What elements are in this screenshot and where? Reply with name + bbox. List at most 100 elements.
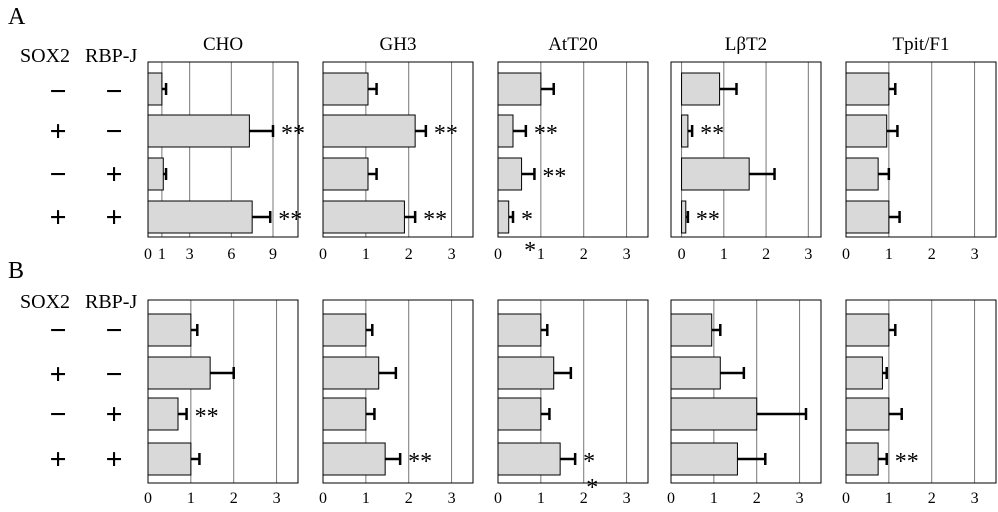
bar-a-2-1 bbox=[322, 72, 369, 106]
tick-label-a-2-1: 1 bbox=[362, 246, 370, 263]
panel-a-labels: A SOX2 RBP-J − − + − − + + + bbox=[8, 4, 137, 234]
panel-a-row4-sox2: + bbox=[49, 201, 66, 234]
panel-b-row2-sox2: + bbox=[49, 358, 66, 391]
bar-b-4-1 bbox=[670, 313, 713, 347]
bar-b-5-2 bbox=[845, 356, 883, 390]
bar-b-5-1 bbox=[845, 313, 890, 347]
tick-label-a-3-2: 2 bbox=[580, 246, 588, 263]
significance-a-3-4: * bbox=[521, 207, 533, 233]
significance-a-3-2: ** bbox=[534, 121, 558, 147]
tick-label-a-4-2: 2 bbox=[762, 246, 770, 263]
tick-label-b-3-0: 0 bbox=[494, 490, 502, 507]
bar-a-1-2 bbox=[147, 114, 250, 148]
plot-frame-a-1 bbox=[147, 61, 299, 238]
plot-frame-a-3 bbox=[497, 61, 649, 238]
panel-b-sox2-header: SOX2 bbox=[20, 291, 70, 313]
bar-a-2-4 bbox=[322, 200, 405, 234]
tick-label-a-3-0: 0 bbox=[494, 246, 502, 263]
bar-a-3-1 bbox=[497, 72, 542, 106]
bar-a-2-2 bbox=[322, 114, 416, 148]
panel-a-row3-sox2: − bbox=[49, 158, 66, 191]
tick-label-b-5-0: 0 bbox=[842, 490, 850, 507]
significance-b-5-4: ** bbox=[895, 449, 919, 475]
tick-label-b-5-1: 1 bbox=[885, 490, 893, 507]
panel-b-row4-sox2: + bbox=[49, 443, 66, 476]
bar-a-5-2 bbox=[845, 114, 888, 148]
tick-label-b-4-1: 1 bbox=[710, 490, 718, 507]
chart-a-1: ** ** 0 1 3 6 9 CHO bbox=[144, 34, 305, 263]
tick-label-b-4-2: 2 bbox=[753, 490, 761, 507]
bar-a-3-2 bbox=[497, 114, 514, 148]
chart-a-2: ** ** 0 1 2 3 GH3 bbox=[319, 34, 474, 263]
bar-b-5-3 bbox=[845, 397, 890, 431]
bar-a-1-4 bbox=[147, 200, 253, 234]
tick-label-a-4-3: 3 bbox=[804, 246, 812, 263]
bar-b-3-4 bbox=[497, 442, 561, 476]
tick-label-a-4-0: 0 bbox=[678, 246, 686, 263]
tick-label-a-1-4: 9 bbox=[269, 246, 277, 263]
panel-a-sox2-header: SOX2 bbox=[20, 45, 70, 67]
plot-frame-a-2 bbox=[322, 61, 474, 238]
significance-b-2-4: ** bbox=[408, 449, 432, 475]
tick-label-a-2-0: 0 bbox=[319, 246, 327, 263]
bar-a-4-3 bbox=[681, 157, 750, 191]
tick-label-b-1-0: 0 bbox=[144, 490, 152, 507]
tick-label-a-5-1: 1 bbox=[885, 246, 893, 263]
tick-label-a-3-3: 3 bbox=[623, 246, 631, 263]
chart-a-4: ** ** 0 1 2 3 LβT2 bbox=[670, 34, 822, 263]
plot-frame-a-5 bbox=[845, 61, 997, 238]
panel-a-rbpj-header: RBP-J bbox=[85, 45, 137, 67]
tick-label-a-5-3: 3 bbox=[971, 246, 979, 263]
significance-a-3-3: ** bbox=[542, 164, 566, 190]
tick-label-b-3-3: 3 bbox=[623, 490, 631, 507]
tick-label-a-3-1: 1 bbox=[537, 246, 545, 263]
bar-b-2-4 bbox=[322, 442, 386, 476]
panel-a-row3-rbpj: + bbox=[105, 158, 122, 191]
tick-label-a-2-2: 2 bbox=[405, 246, 413, 263]
tick-label-b-1-3: 3 bbox=[273, 490, 281, 507]
tick-label-b-5-3: 3 bbox=[971, 490, 979, 507]
bar-b-4-3 bbox=[670, 397, 758, 431]
tick-label-a-1-3: 6 bbox=[227, 246, 235, 263]
bar-b-1-4 bbox=[147, 442, 192, 476]
tick-label-a-5-0: 0 bbox=[842, 246, 850, 263]
bar-a-4-1 bbox=[681, 72, 721, 106]
panel-b-row1-sox2: − bbox=[49, 314, 66, 347]
panel-a-letter: A bbox=[8, 4, 26, 30]
plot-frame-b-4 bbox=[670, 299, 822, 484]
panel-a-row2-sox2: + bbox=[49, 115, 66, 148]
chart-a-3: *****0 1 2 3*AtT20 bbox=[494, 34, 649, 264]
tick-label-b-4-0: 0 bbox=[667, 490, 675, 507]
chart-title-a-3: AtT20 bbox=[548, 34, 598, 55]
bar-a-4-2 bbox=[681, 114, 689, 148]
panel-b-labels: B SOX2 RBP-J − − + − − + + + bbox=[8, 258, 137, 476]
bar-a-5-4 bbox=[845, 200, 890, 234]
panel-b-row4-rbpj: + bbox=[105, 443, 122, 476]
bar-b-4-4 bbox=[670, 442, 738, 476]
bar-b-2-3 bbox=[322, 397, 367, 431]
bar-b-1-1 bbox=[147, 313, 192, 347]
chart-b-2: ** 0 1 2 3 bbox=[319, 299, 474, 507]
bar-b-1-3 bbox=[147, 397, 179, 431]
bar-b-2-2 bbox=[322, 356, 380, 390]
chart-title-a-5: Tpit/F1 bbox=[892, 34, 949, 55]
significance-a-1-2: ** bbox=[281, 121, 305, 147]
panel-b-row3-rbpj: + bbox=[105, 398, 122, 431]
plot-frame-a-4 bbox=[670, 61, 822, 238]
bar-a-5-3 bbox=[845, 157, 879, 191]
bar-a-5-1 bbox=[845, 72, 890, 106]
chart-b-1: ** 0 1 2 3 bbox=[144, 299, 299, 507]
bar-a-2-3 bbox=[322, 157, 369, 191]
significance-b-3-4: * bbox=[583, 449, 595, 475]
bar-b-3-1 bbox=[497, 313, 542, 347]
significance-a-4-4: ** bbox=[696, 207, 720, 233]
bar-b-5-4 bbox=[845, 442, 879, 476]
panel-a-row1-sox2: − bbox=[49, 75, 66, 108]
bar-b-3-2 bbox=[497, 356, 555, 390]
chart-b-4: 0 1 2 3 bbox=[667, 299, 822, 507]
panel-b-letter: B bbox=[8, 258, 24, 284]
plot-frame-b-5 bbox=[845, 299, 997, 484]
panel-a-row2-rbpj: − bbox=[105, 115, 122, 148]
